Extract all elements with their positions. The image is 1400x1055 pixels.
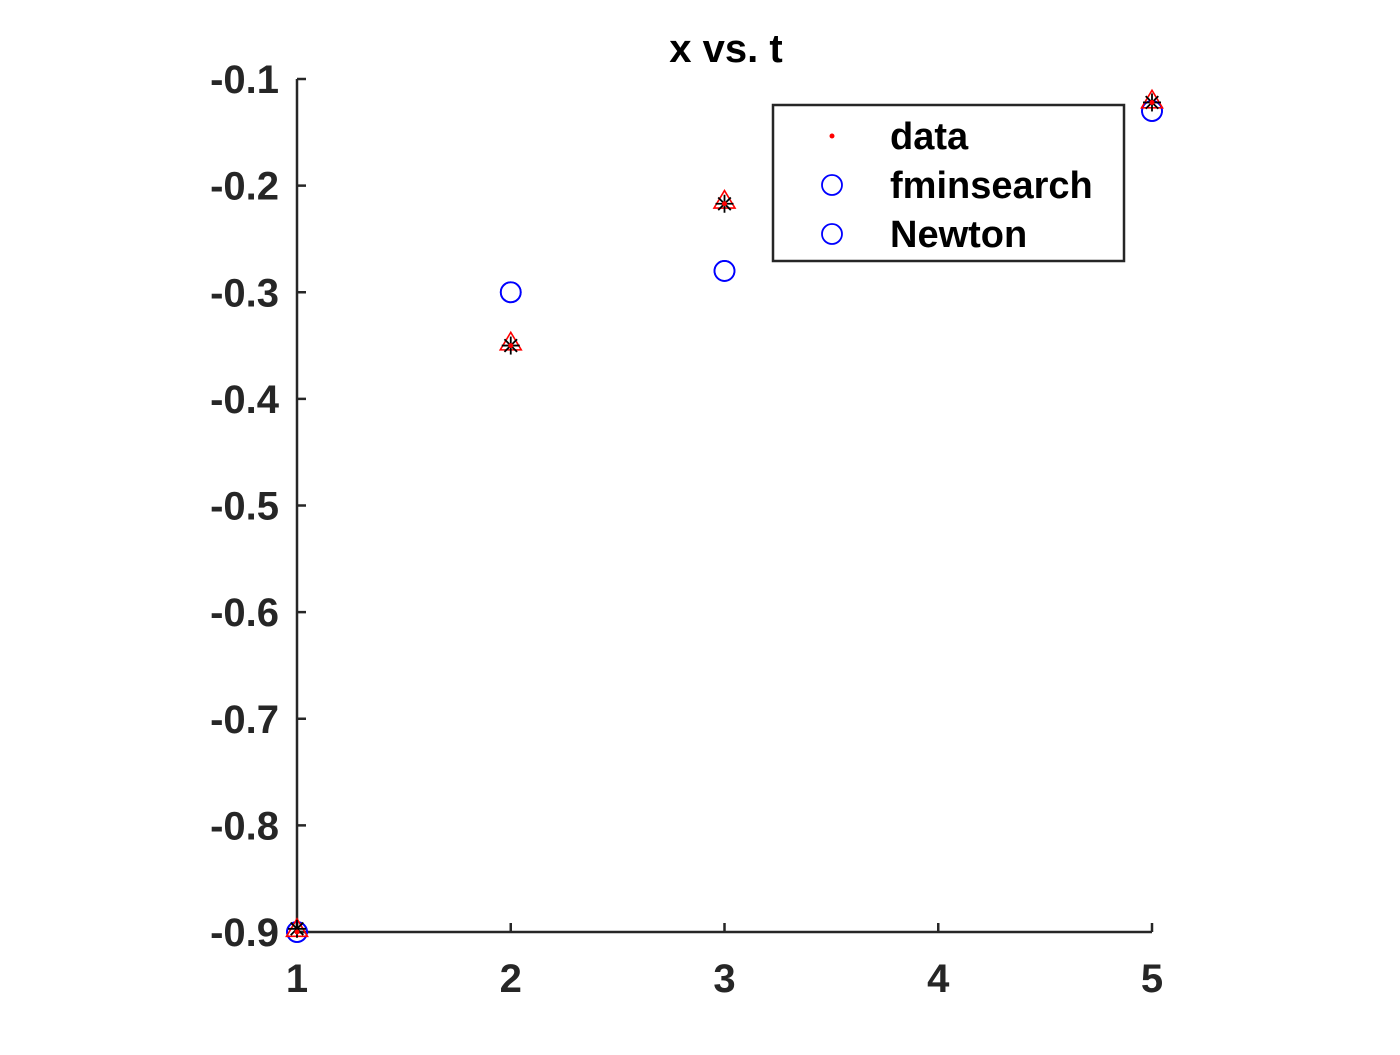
legend-newton-symbol bbox=[821, 223, 843, 245]
data-point bbox=[722, 201, 727, 207]
x-tick-label: 4 bbox=[927, 957, 950, 1001]
x-tick-label: 1 bbox=[286, 957, 308, 1001]
legend-data-label: data bbox=[890, 116, 969, 158]
y-tick-label: -0.3 bbox=[210, 271, 279, 315]
y-tick-label: -0.6 bbox=[210, 591, 279, 635]
legend-box bbox=[771, 103, 1126, 263]
legend-fminsearch-label: fminsearch bbox=[890, 165, 1093, 207]
data-point bbox=[1149, 99, 1155, 105]
chart-title: x vs. t bbox=[669, 27, 782, 71]
data-point bbox=[508, 343, 514, 349]
y-tick-label: -0.2 bbox=[210, 165, 279, 209]
legend: data fminsearch Newton bbox=[771, 103, 1126, 263]
y-tick-label: -0.8 bbox=[210, 804, 279, 848]
y-tick-label: -0.9 bbox=[210, 911, 279, 955]
legend-fminsearch-symbol bbox=[821, 174, 843, 196]
asterisk-point bbox=[288, 919, 306, 938]
y-tick-label: -0.5 bbox=[210, 485, 279, 529]
x-tick-label: 2 bbox=[500, 957, 522, 1001]
data-point bbox=[294, 929, 300, 935]
legend-newton-label: Newton bbox=[890, 214, 1027, 256]
y-tick-label: -0.4 bbox=[210, 378, 280, 422]
newton-point bbox=[499, 281, 522, 304]
newton-point bbox=[713, 260, 736, 282]
y-tick-label: -0.1 bbox=[210, 58, 279, 102]
y-tick-label: -0.7 bbox=[210, 698, 279, 742]
x-tick-label: 3 bbox=[713, 957, 735, 1001]
data-marks bbox=[285, 88, 1164, 943]
x-tick-label: 5 bbox=[1141, 957, 1163, 1001]
axes: -0.1 -0.2 -0.3 -0.4 -0.5 -0.6 -0.7 -0.8 -0.91 2 3 4… bbox=[210, 58, 1163, 1001]
legend-data-symbol bbox=[829, 133, 835, 139]
